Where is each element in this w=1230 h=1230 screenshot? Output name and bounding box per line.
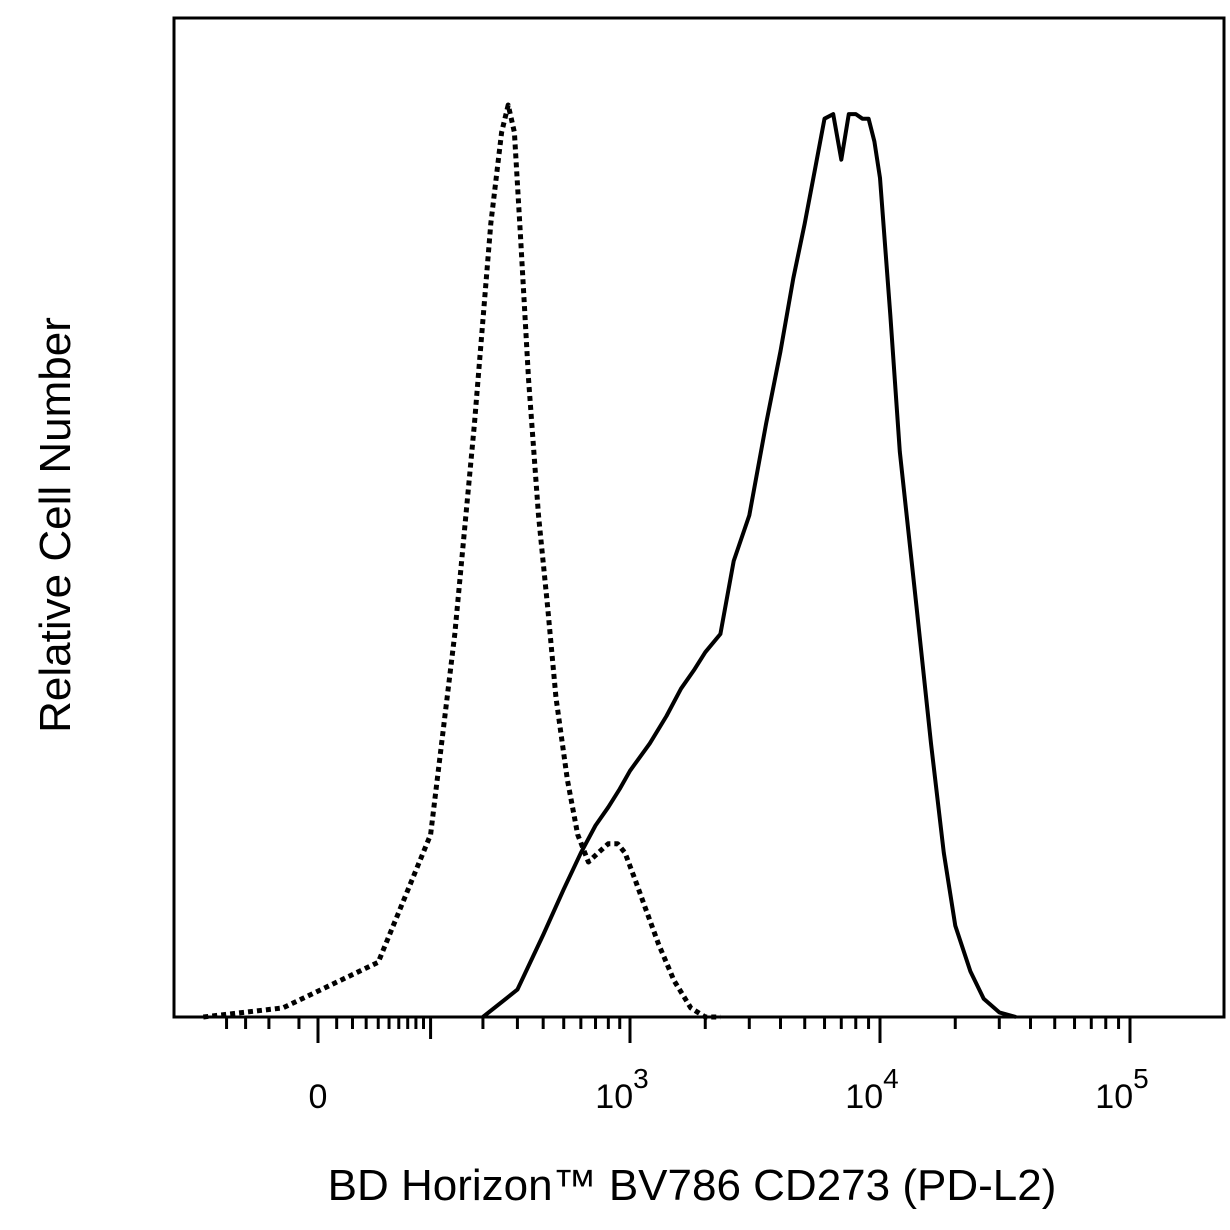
x-axis-label: BD Horizon™ BV786 CD273 (PD-L2): [328, 1161, 1057, 1210]
x-tick-label: 103: [595, 1063, 648, 1116]
x-axis-ticks: [225, 1017, 1132, 1043]
y-axis-label: Relative Cell Number: [31, 317, 80, 733]
x-tick-label: 105: [1095, 1063, 1148, 1116]
plot-frame: [172, 16, 1226, 1019]
x-tick-label: 104: [845, 1063, 898, 1116]
series-group: [203, 102, 1017, 1020]
x-axis-tick-labels: 0 103 104 105: [309, 1063, 1149, 1116]
series-solid-line: [481, 112, 1017, 1019]
series-dotted-line: [203, 102, 721, 1020]
x-tick-label: 0: [309, 1078, 328, 1116]
